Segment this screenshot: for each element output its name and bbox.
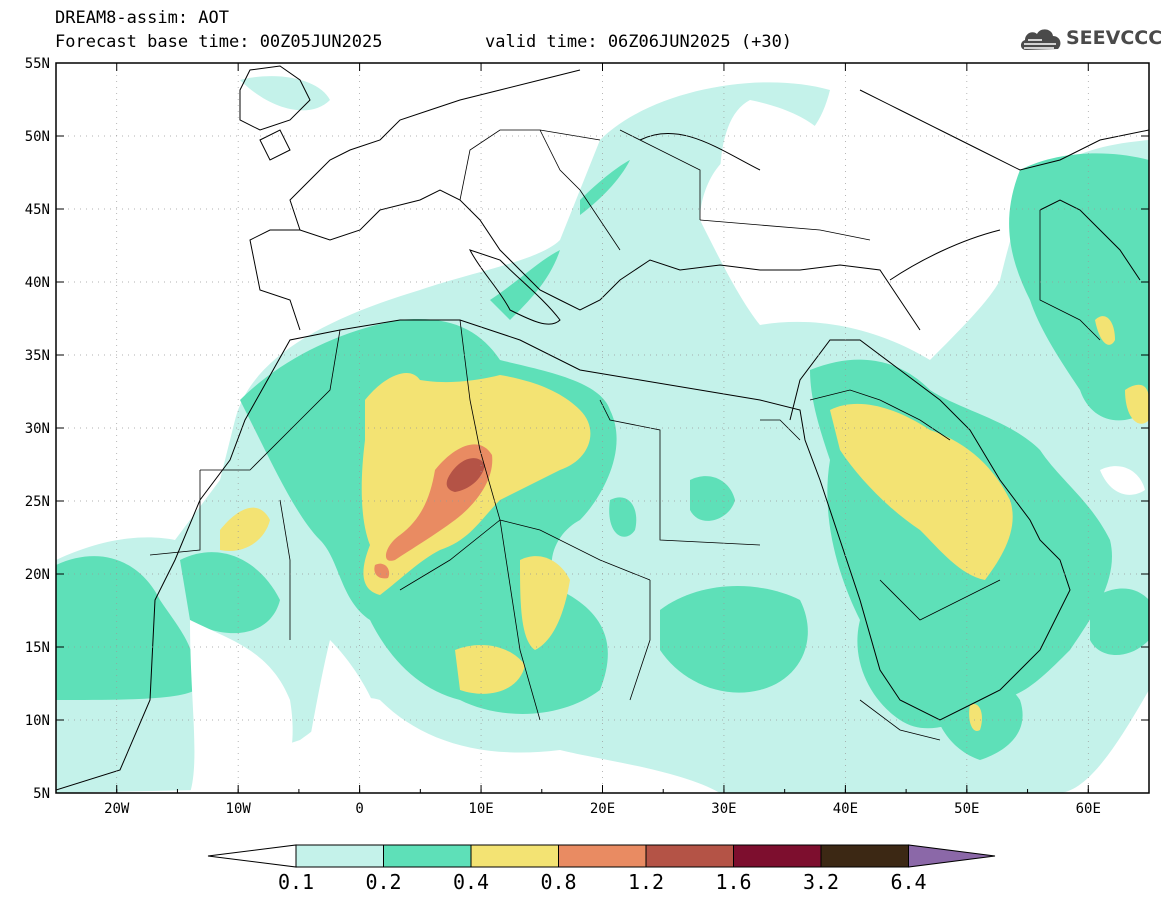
cloud-icon — [1020, 29, 1061, 50]
lat-tick-label: 5N — [33, 786, 50, 802]
lon-tick-label: 20E — [590, 801, 615, 817]
colorbar-low-arrow — [207, 844, 297, 868]
lat-tick-label: 15N — [25, 640, 50, 656]
aot-field — [56, 76, 1149, 793]
colorbar-label: 1.6 — [715, 870, 752, 894]
map-title: DREAM8-assim: AOT — [55, 8, 229, 28]
country-borders — [149, 129, 1101, 741]
lat-tick-label: 55N — [25, 56, 50, 72]
valid-time: valid time: 06Z06JUN2025 (+30) — [485, 32, 793, 52]
colorbar-segment — [295, 844, 384, 868]
lat-tick-label: 10N — [25, 713, 50, 729]
longitude-axis: 20W 10W 0 10E 20E 30E 40E 50E 60E — [55, 63, 1150, 817]
coastlines — [56, 65, 1149, 791]
latitude-axis: 55N 50N 45N 40N 35N 30N 25N 20N 15N 10N 5N — [25, 56, 1149, 802]
colorbar-label: 1.2 — [627, 870, 665, 894]
colorbar-segment — [470, 844, 559, 868]
lat-tick-label: 25N — [25, 494, 50, 510]
forecast-base-time: Forecast base time: 00Z05JUN2025 — [55, 32, 383, 52]
lon-tick-label: 40E — [833, 801, 858, 817]
aot-level-1.2 — [446, 458, 485, 492]
lat-tick-label: 30N — [25, 421, 50, 437]
lat-tick-label: 50N — [25, 129, 50, 145]
lat-tick-label: 45N — [25, 202, 50, 218]
colorbar-segment — [383, 844, 472, 868]
lon-tick-label: 60E — [1076, 801, 1101, 817]
lon-tick-label: 50E — [954, 801, 979, 817]
lon-tick-label: 10E — [468, 801, 493, 817]
colorbar-segment — [733, 844, 822, 868]
colorbar-label: 0.8 — [540, 870, 577, 894]
colorbar-label: 0.1 — [277, 870, 315, 894]
lon-tick-label: 20W — [104, 801, 130, 817]
colorbar-label: 6.4 — [890, 870, 927, 894]
lon-tick-label: 30E — [711, 801, 736, 817]
colorbar-segment — [645, 844, 734, 868]
lon-tick-label: 0 — [355, 801, 363, 817]
colorbar-label: 0.2 — [365, 870, 402, 894]
colorbar-label: 3.2 — [802, 870, 840, 894]
aot-gaps — [190, 100, 1145, 793]
lat-tick-label: 20N — [25, 567, 50, 583]
lat-tick-label: 35N — [25, 348, 50, 364]
seevccc-logo: SEEVCCC — [1018, 22, 1162, 58]
colorbar-high-arrow — [908, 844, 996, 868]
colorbar-label: 0.4 — [452, 870, 490, 894]
lon-tick-label: 10W — [226, 801, 252, 817]
logo-text: SEEVCCC — [1066, 27, 1163, 49]
colorbar-segment — [558, 844, 647, 868]
colorbar-segment — [820, 844, 909, 868]
lat-tick-label: 40N — [25, 275, 50, 291]
colorbar — [207, 844, 996, 868]
